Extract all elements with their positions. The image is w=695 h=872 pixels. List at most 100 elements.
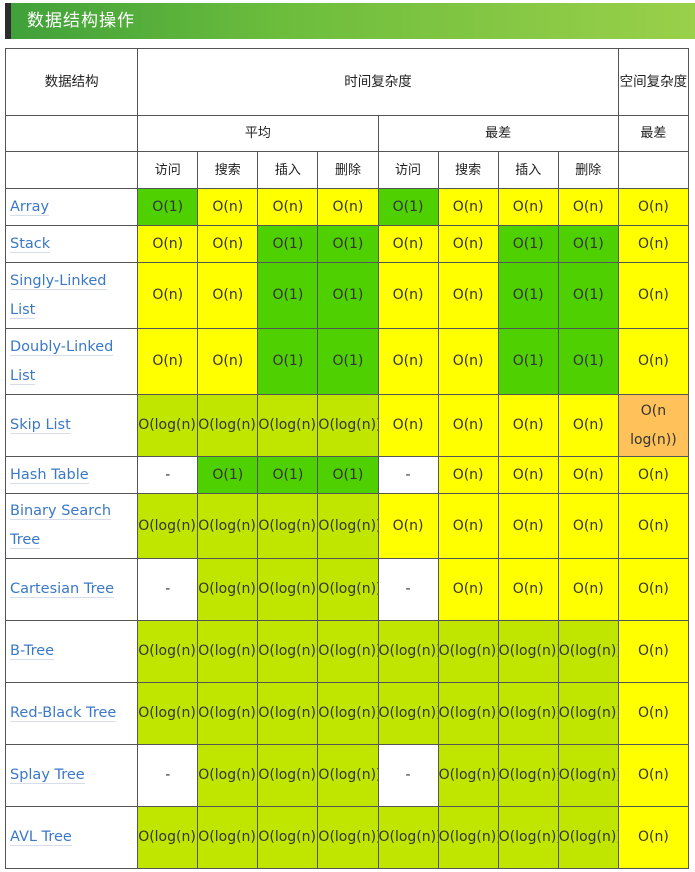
structure-name-cell: Skip List [4, 394, 139, 457]
page-title: 数据结构操作 [27, 11, 135, 31]
complexity-cell: O(n) [557, 188, 619, 226]
complexity-cell: O(1) [257, 262, 319, 329]
complexity-cell: O(1) [557, 328, 619, 395]
structure-link[interactable]: Stack [10, 235, 51, 253]
complexity-cell: O(log(n)) [377, 682, 439, 745]
complexity-cell: O(1) [497, 328, 559, 395]
complexity-table: 数据结构 时间复杂度 空间复杂度 平均 最差 最差 访问 搜索 插入 删除 访问… [4, 48, 690, 869]
title-accent-stripe [5, 3, 11, 39]
section-title-bar: 数据结构操作 [5, 3, 695, 39]
complexity-cell: O(n) [437, 262, 499, 329]
complexity-cell: O(n) [437, 456, 499, 494]
complexity-cell: O(1) [257, 456, 319, 494]
complexity-cell: O(log(n)) [317, 682, 379, 745]
complexity-cell: O(n) [497, 394, 559, 457]
structure-link[interactable]: Red-Black Tree [10, 705, 117, 722]
space-complexity-cell: O(n) [617, 744, 690, 807]
complexity-cell: O(n) [137, 262, 199, 329]
complexity-cell: O(n) [137, 328, 199, 395]
complexity-cell: O(n) [437, 394, 499, 457]
complexity-cell: - [377, 558, 439, 621]
structure-name-cell: Binary Search Tree [4, 493, 139, 559]
structure-name-cell: Stack [4, 225, 139, 263]
complexity-cell: O(log(n)) [497, 620, 559, 683]
complexity-cell: O(log(n)) [257, 744, 319, 807]
complexity-cell: O(n) [437, 493, 499, 559]
structure-name-cell: Red-Black Tree [4, 682, 139, 745]
complexity-cell: O(log(n)) [437, 620, 499, 683]
header-empty-cell [4, 151, 139, 189]
space-complexity-cell: O(n) [617, 493, 690, 559]
structure-link[interactable]: B-Tree [10, 643, 55, 660]
complexity-cell: O(1) [257, 328, 319, 395]
complexity-cell: O(n) [317, 188, 379, 226]
table-row: Red-Black Tree O(log(n)) O(log(n)) O(log(n)… [4, 682, 690, 745]
complexity-cell: O(1) [497, 262, 559, 329]
space-complexity-cell: O(n) [617, 262, 690, 329]
complexity-cell: - [137, 558, 199, 621]
complexity-cell: O(1) [497, 225, 559, 263]
structure-link[interactable]: Binary Search Tree [10, 503, 112, 549]
complexity-cell: O(log(n)) [557, 806, 619, 869]
complexity-cell: O(n) [557, 493, 619, 559]
complexity-cell: O(log(n)) [437, 682, 499, 745]
complexity-cell: O(log(n)) [257, 493, 319, 559]
complexity-cell: O(n) [377, 262, 439, 329]
structure-name-cell: Cartesian Tree [4, 558, 139, 621]
table-row: B-Tree O(log(n)) O(log(n)) O(log(n)) O(log(n… [4, 620, 690, 683]
table-row: AVL Tree O(log(n)) O(log(n)) O(log(n)) O(log… [4, 806, 690, 869]
structure-link[interactable]: Splay Tree [10, 767, 85, 784]
complexity-cell: O(n) [377, 328, 439, 395]
table-row: Splay Tree - O(log(n)) O(log(n)) O(log(n)) - O… [4, 744, 690, 807]
complexity-cell: O(1) [377, 188, 439, 226]
complexity-cell: O(n) [197, 328, 259, 395]
space-complexity-cell: O(n) [617, 225, 690, 263]
structure-link[interactable]: Singly-Linked List [10, 272, 107, 319]
complexity-table-body: 数据结构 时间复杂度 空间复杂度 平均 最差 最差 访问 搜索 插入 删除 访问… [4, 48, 690, 869]
complexity-cell: O(log(n)) [377, 620, 439, 683]
header-row-ops: 访问 搜索 插入 删除 访问 搜索 插入 删除 [4, 151, 690, 189]
structure-link[interactable]: Skip List [10, 417, 71, 434]
complexity-cell: O(1) [137, 188, 199, 226]
complexity-cell: O(n) [557, 558, 619, 621]
complexity-cell: - [377, 744, 439, 807]
structure-link[interactable]: Array [10, 198, 50, 216]
space-complexity-cell: O(n log(n)) [617, 394, 690, 457]
complexity-cell: O(n) [197, 262, 259, 329]
complexity-cell: O(log(n)) [197, 493, 259, 559]
complexity-cell: O(1) [317, 456, 379, 494]
header-op-insert: 插入 [497, 151, 559, 189]
header-op-search: 搜索 [437, 151, 499, 189]
space-complexity-cell: O(n) [617, 456, 690, 494]
complexity-cell: O(log(n)) [197, 744, 259, 807]
structure-name-cell: Doubly-Linked List [4, 328, 139, 395]
structure-name-cell: B-Tree [4, 620, 139, 683]
complexity-cell: O(1) [557, 225, 619, 263]
structure-link[interactable]: Cartesian Tree [10, 581, 115, 598]
complexity-cell: O(log(n)) [137, 682, 199, 745]
complexity-cell: O(log(n)) [557, 744, 619, 807]
complexity-cell: O(log(n)) [497, 744, 559, 807]
complexity-cell: O(n) [437, 225, 499, 263]
structure-link[interactable]: Hash Table [10, 466, 89, 484]
structure-name-cell: Hash Table [4, 456, 139, 494]
header-op-insert: 插入 [257, 151, 319, 189]
complexity-cell: O(log(n)) [197, 806, 259, 869]
table-row: Cartesian Tree - O(log(n)) O(log(n)) O(log(n… [4, 558, 690, 621]
complexity-cell: O(log(n)) [257, 806, 319, 869]
header-structure: 数据结构 [4, 48, 139, 116]
structure-link[interactable]: Doubly-Linked List [10, 338, 114, 385]
complexity-cell: O(n) [137, 225, 199, 263]
complexity-cell: O(log(n)) [317, 806, 379, 869]
structure-link[interactable]: AVL Tree [10, 829, 72, 846]
space-complexity-cell: O(n) [617, 558, 690, 621]
complexity-cell: O(log(n)) [377, 806, 439, 869]
table-row: Binary Search Tree O(log(n)) O(log(n)) O(lo… [4, 493, 690, 559]
space-complexity-cell: O(n) [617, 620, 690, 683]
complexity-cell: O(log(n)) [317, 744, 379, 807]
complexity-cell: O(log(n)) [437, 806, 499, 869]
header-op-delete: 删除 [317, 151, 379, 189]
complexity-cell: O(n) [197, 188, 259, 226]
complexity-cell: O(log(n)) [557, 682, 619, 745]
header-empty-cell [4, 115, 139, 152]
